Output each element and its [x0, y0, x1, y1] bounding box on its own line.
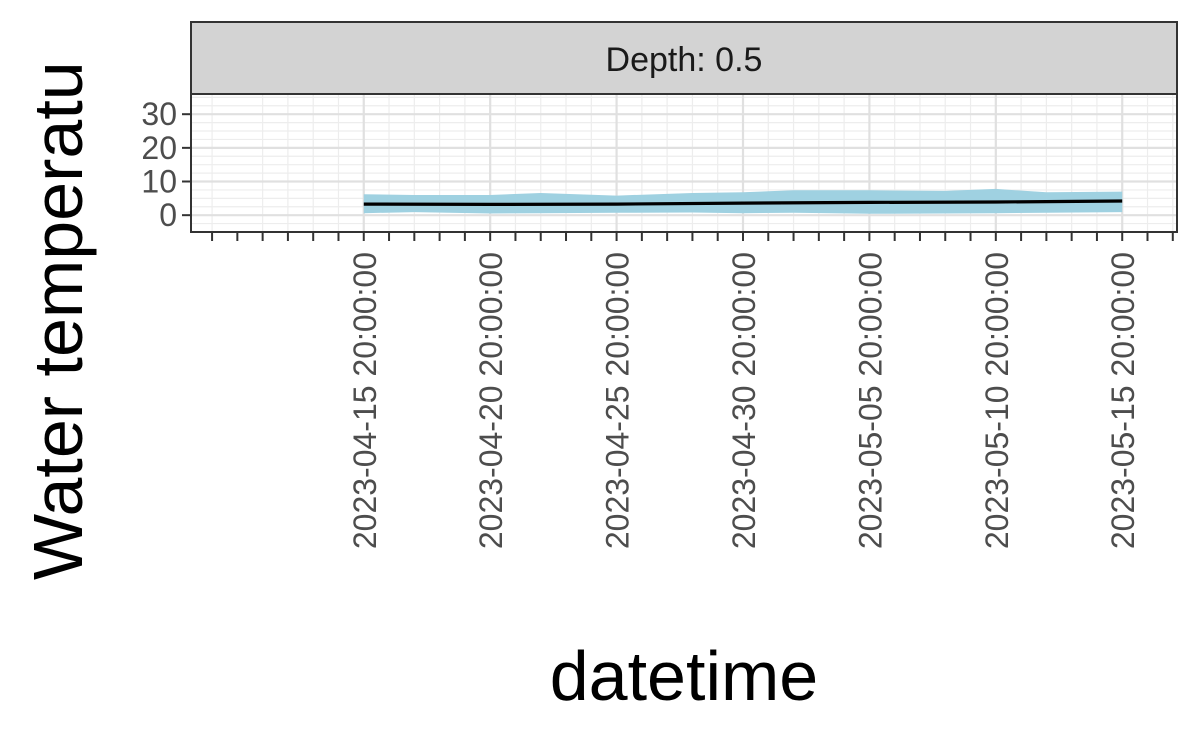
- data-layer: [363, 188, 1123, 214]
- x-tick-label: 2023-04-30 20:00:00: [726, 252, 762, 549]
- x-tick-label: 2023-05-15 20:00:00: [1105, 252, 1141, 549]
- y-tick-label: 10: [141, 164, 177, 200]
- x-tick-label: 2023-05-10 20:00:00: [979, 252, 1015, 549]
- x-axis: 2023-04-15 20:00:00 2023-04-20 20:00:00 20…: [211, 232, 1174, 549]
- x-tick-label: 2023-04-20 20:00:00: [473, 252, 509, 549]
- y-axis-title: Water temperatu: [19, 61, 97, 580]
- facet-strip-background: [190, 21, 1178, 95]
- forecast-mean-line: [363, 199, 1123, 206]
- y-tick-label: 0: [159, 197, 177, 233]
- facet-label: Depth: 0.5: [606, 41, 763, 79]
- panel-border: [190, 93, 1178, 233]
- x-axis-title: datetime: [550, 637, 818, 715]
- x-tick-label: 2023-04-25 20:00:00: [600, 252, 636, 549]
- x-tick-label: 2023-05-05 20:00:00: [852, 252, 888, 549]
- x-tick-label: 2023-04-15 20:00:00: [347, 252, 383, 549]
- y-tick-label: 30: [141, 96, 177, 132]
- facet-strip: Depth: 0.5: [190, 21, 1178, 95]
- uncertainty-ribbon: [363, 188, 1123, 214]
- y-tick-label: 20: [141, 130, 177, 166]
